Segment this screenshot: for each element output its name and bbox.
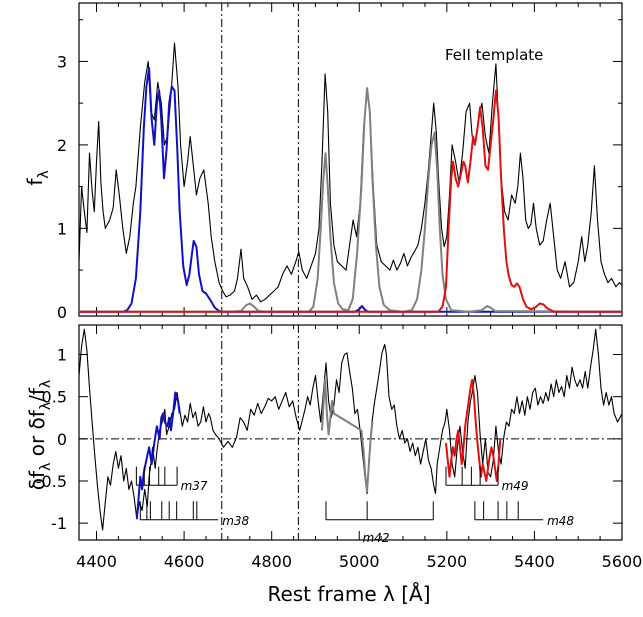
multiplet-label: m48: [547, 514, 574, 528]
series-line: [79, 42, 622, 303]
series-line: [135, 391, 181, 519]
top-y-axis-title: fλ: [23, 170, 52, 185]
x-tick-label: 4600: [164, 552, 205, 571]
multiplet-label: m37: [181, 479, 208, 493]
series-line: [445, 378, 502, 482]
multiplet-label: m42: [363, 531, 390, 545]
svg-text:fλ: fλ: [23, 170, 52, 185]
x-tick-label: 5000: [339, 552, 380, 571]
y-tick-label: 0: [57, 430, 67, 449]
multiplet-m48: m48: [474, 501, 574, 528]
top-frame: [78, 2, 623, 317]
bottom-y-axis-title: δfλ or δfλ/fλ: [25, 380, 54, 490]
feii-template-label: FeII template: [445, 46, 543, 64]
top-panel: 0 1 2 3 FeII template: [57, 2, 623, 322]
x-tick-label: 5600: [602, 552, 643, 571]
bottom-panel: -1 -0.5 0 0.5 1 m37 m38 m42 m49 m48 4400 4600 4800 50…: [36, 324, 643, 571]
multiplet-m38: m38: [139, 501, 250, 528]
series-line: [321, 378, 374, 493]
bottom-frame: [78, 324, 623, 541]
y-tick-label: 3: [57, 52, 67, 71]
y-tick-label: 1: [57, 346, 67, 365]
multiplet-m49: m49: [445, 466, 529, 493]
x-axis-title: Rest frame λ [Å]: [267, 582, 430, 606]
x-tick-label: 5400: [514, 552, 555, 571]
y-tick-label: 0.5: [42, 388, 67, 407]
series-line: [79, 89, 622, 313]
y-tick-label: 2: [57, 136, 67, 155]
y-tick-label: -0.5: [36, 472, 67, 491]
multiplet-label: m38: [222, 514, 249, 528]
series-line: [79, 67, 622, 313]
y-tick-label: 0: [57, 303, 67, 322]
y-tick-label: 1: [57, 219, 67, 238]
x-tick-label: 4400: [76, 552, 117, 571]
multiplet-m37: m37: [135, 466, 208, 493]
svg-text:δfλ or δfλ/fλ: δfλ or δfλ/fλ: [25, 380, 54, 490]
multiplet-label: m49: [502, 479, 529, 493]
multiplet-m42: m42: [325, 501, 434, 545]
x-tick-label: 4800: [251, 552, 292, 571]
y-tick-label: -1: [51, 514, 67, 533]
x-tick-label: 5200: [426, 552, 467, 571]
